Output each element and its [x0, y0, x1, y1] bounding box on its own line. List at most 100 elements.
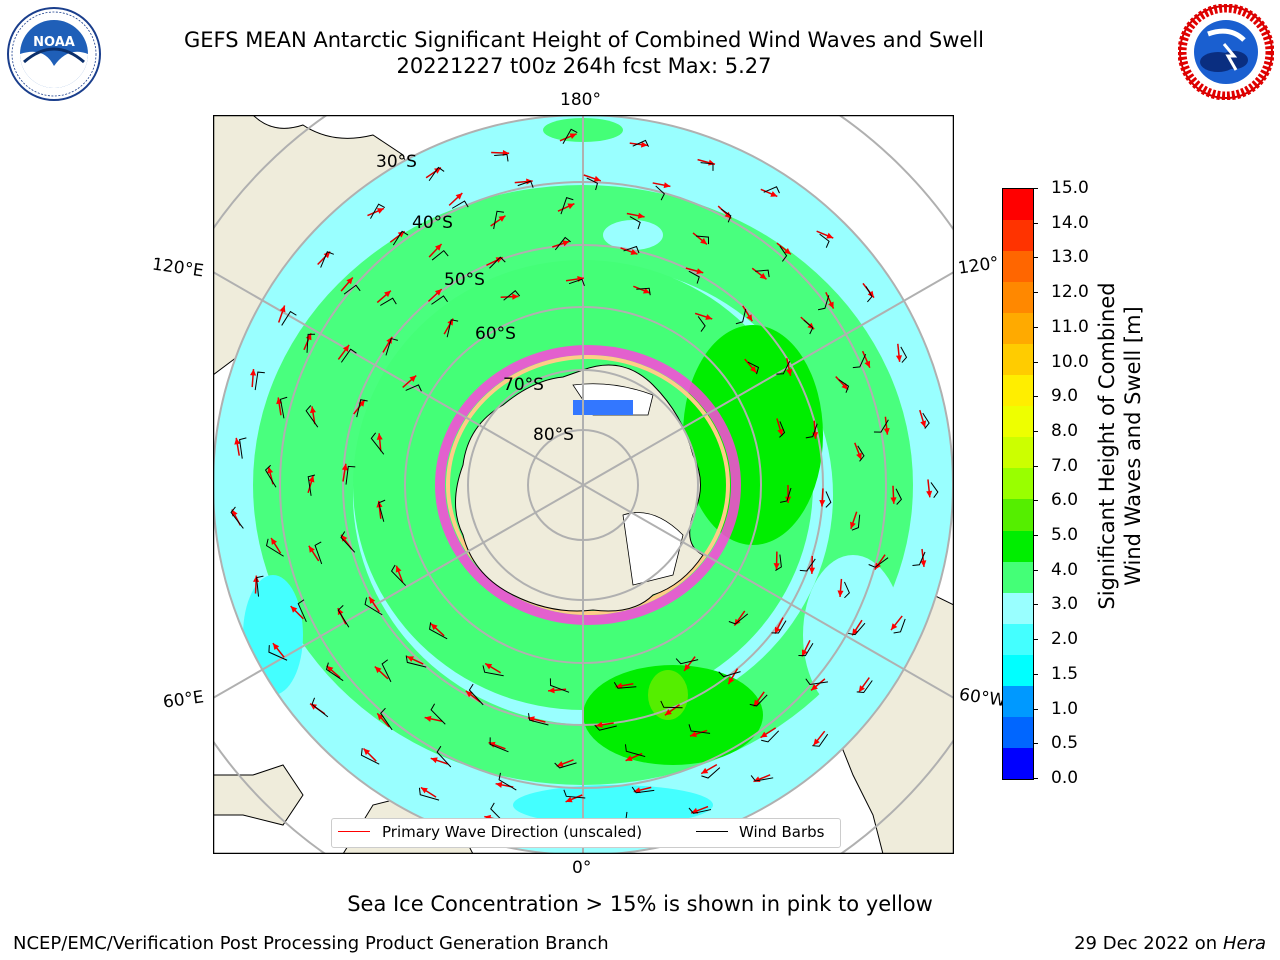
wave-arrow-head — [465, 690, 473, 698]
wind-barb — [688, 270, 700, 284]
wave-arrow-head — [326, 665, 334, 673]
colorbar-segment — [1003, 623, 1033, 655]
wind-barb — [311, 697, 329, 718]
polar-wave-map — [213, 115, 954, 854]
lat-label-80: 80°S — [533, 425, 574, 445]
wind-barb — [264, 464, 277, 488]
wind-barb — [900, 346, 908, 363]
wave-arrow-head — [498, 215, 506, 222]
colorbar-tick-mark — [1033, 430, 1038, 432]
wave-arrow-head — [420, 787, 428, 794]
wind-barb — [749, 694, 768, 707]
sea-ice-note: Sea Ice Concentration > 15% is shown in … — [347, 892, 933, 916]
wave-arrow-head — [856, 452, 862, 460]
wind-barb — [843, 581, 850, 599]
wind-barb — [307, 474, 316, 496]
wind-barb — [360, 748, 380, 765]
wind-barb — [405, 384, 422, 392]
wave-arrow-head — [837, 590, 844, 597]
colorbar-segment — [1003, 716, 1033, 748]
wave-arrow-head — [705, 314, 713, 320]
wave-arrow-head — [826, 232, 834, 239]
wind-barb — [256, 575, 264, 597]
wind-barb — [385, 337, 398, 356]
lon-label-upper-left: 120°E — [150, 254, 205, 282]
wind-barb — [825, 491, 832, 508]
colorbar-tick-mark — [1033, 292, 1038, 294]
wind-barb — [857, 445, 865, 462]
colorbar-segment — [1003, 468, 1033, 500]
wave-arrow-head — [696, 268, 704, 275]
colorbar-segment — [1003, 220, 1033, 252]
colorbar-segment — [1003, 251, 1033, 283]
colorbar-segment — [1003, 313, 1033, 345]
wind-barb — [306, 333, 316, 353]
wind-barb — [700, 162, 714, 171]
wave-arrow-head — [595, 721, 603, 728]
wave-arrow-head — [724, 211, 732, 219]
colorbar-tick-label: 15.0 — [1051, 178, 1089, 198]
wave-arrow-head — [864, 360, 871, 368]
wave-arrow-head — [773, 563, 780, 570]
wave-arrow-head — [850, 521, 856, 529]
wave-arrow-head — [567, 203, 575, 210]
wave-arrow-head — [424, 715, 432, 722]
colorbar-tick-label: 7.0 — [1051, 455, 1079, 476]
wind-barb — [405, 655, 427, 668]
wave-arrow-head — [785, 496, 792, 503]
wind-barb — [660, 700, 683, 709]
colorbar-tick-label: 4.0 — [1051, 559, 1079, 580]
map-legend: Primary Wave Direction (unscaled) Wind B… — [331, 818, 841, 848]
wave-arrow-head — [495, 781, 503, 788]
wind-barb — [549, 678, 570, 693]
colorbar-segment — [1003, 282, 1033, 314]
lon-label-upper-right: 120° — [956, 253, 1001, 279]
wind-barb — [856, 680, 873, 694]
colorbar-tick-label: 3.0 — [1051, 594, 1079, 615]
wave-arrow-head — [308, 475, 315, 483]
wind-barb — [817, 295, 830, 311]
wind-barb — [489, 256, 506, 269]
wind-barb — [747, 361, 760, 375]
wind-barb — [468, 683, 484, 706]
wave-arrow-head — [369, 596, 376, 604]
wind-barb — [356, 399, 368, 418]
lon-label-lower-left: 60°E — [161, 687, 206, 713]
wave-arrow-head — [363, 748, 371, 756]
colorbar-tick-label: 2.0 — [1051, 629, 1079, 650]
wind-barbs-swatch — [696, 831, 728, 832]
colorbar-tick-mark — [1033, 396, 1038, 398]
wave-arrow-head — [565, 796, 573, 803]
wind-barb — [429, 622, 448, 640]
wave-direction-legend-label: Primary Wave Direction (unscaled) — [382, 823, 643, 841]
wind-barb — [428, 166, 445, 182]
colorbar-tick-mark — [1033, 604, 1038, 606]
wave-arrow-head — [495, 257, 503, 263]
wind-barb — [688, 807, 712, 814]
colorbar-segment — [1003, 437, 1033, 469]
wave-arrow-head — [323, 251, 331, 259]
wave-arrow-head — [253, 575, 260, 583]
wind-barb — [718, 671, 741, 678]
wind-barb — [431, 249, 449, 261]
colorbar-segment — [1003, 685, 1033, 717]
wind-barb — [493, 210, 505, 230]
svg-text:NOAA: NOAA — [33, 35, 75, 50]
noaa-logo-icon: NOAA — [7, 7, 101, 101]
wind-barb — [364, 597, 383, 616]
colorbar-tick-mark — [1033, 222, 1038, 224]
wave-arrow-head — [701, 767, 709, 774]
colorbar-tick-mark — [1033, 257, 1038, 259]
wave-arrow-head — [434, 289, 442, 296]
wind-barb — [239, 437, 247, 459]
wind-barb — [631, 786, 655, 794]
wind-barb — [381, 659, 392, 683]
wind-barb — [893, 618, 906, 634]
wind-barb — [776, 360, 791, 375]
wind-barb — [655, 185, 665, 201]
wind-barb — [560, 197, 574, 215]
colorbar-tick-label: 10.0 — [1051, 351, 1089, 372]
wave-arrow-head — [512, 293, 519, 300]
wave-arrow-head — [279, 305, 286, 313]
wind-barb — [720, 208, 732, 223]
